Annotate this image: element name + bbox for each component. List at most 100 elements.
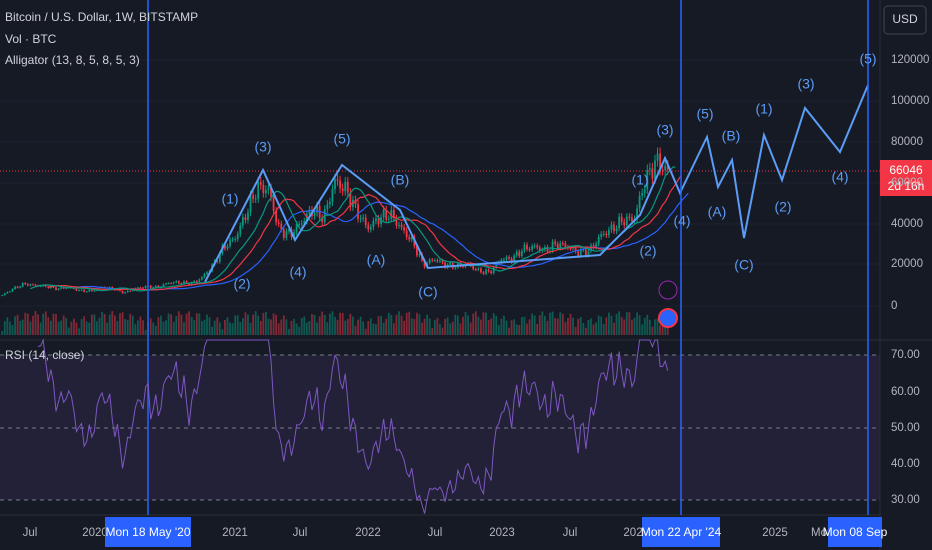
candle — [346, 181, 349, 193]
candle — [170, 283, 173, 285]
volume-bar — [362, 321, 365, 335]
volume-bar — [500, 318, 503, 335]
candle — [416, 246, 418, 256]
volume-bar — [24, 312, 27, 335]
candle — [441, 260, 444, 263]
candle — [610, 224, 613, 230]
volume-bar — [188, 311, 191, 335]
wave-label: (3) — [254, 139, 271, 155]
volume-bar — [625, 312, 628, 335]
volume-bar — [480, 319, 482, 335]
candle — [60, 287, 63, 289]
volume-bar — [252, 314, 254, 335]
volume-bar — [37, 314, 39, 335]
date-badge-label: Mon 08 Sep — [823, 525, 888, 539]
candle — [362, 217, 365, 219]
volume-bar — [354, 325, 357, 335]
volume-bar — [428, 318, 431, 335]
event-icon[interactable] — [658, 280, 678, 300]
candle — [398, 225, 400, 227]
volume-bar — [195, 313, 198, 335]
candle — [536, 245, 539, 248]
volume-bar — [569, 313, 572, 335]
candle — [121, 290, 124, 294]
candle — [367, 225, 370, 230]
candle — [480, 268, 482, 273]
volume-bar — [492, 313, 495, 335]
candle — [339, 180, 342, 189]
candle — [518, 251, 521, 257]
candle — [403, 227, 406, 231]
price-tick-label: 40000 — [891, 218, 923, 230]
wave-label: (4) — [673, 213, 690, 229]
candle — [11, 289, 14, 292]
candle — [661, 170, 664, 172]
volume-bar — [247, 314, 249, 335]
candle — [185, 281, 188, 284]
candle — [431, 259, 434, 261]
volume-bar — [659, 325, 661, 335]
volume-bar — [172, 321, 175, 335]
candle — [564, 243, 567, 248]
candle — [78, 290, 80, 292]
candle — [654, 160, 656, 179]
candle — [513, 255, 516, 263]
volume-bar — [270, 319, 272, 335]
candle — [80, 289, 83, 291]
candle — [574, 247, 577, 252]
volume-bar — [3, 321, 6, 335]
volume-bar — [474, 311, 477, 335]
candle — [510, 258, 513, 263]
volume-bar — [369, 318, 372, 335]
volume-bar — [446, 317, 449, 335]
candle — [9, 291, 11, 293]
volume-bar — [607, 312, 610, 335]
volume-bar — [203, 319, 206, 335]
candle — [418, 254, 421, 256]
volume-bar — [88, 322, 91, 335]
volume-bar — [300, 318, 303, 335]
volume-bar — [129, 314, 132, 335]
volume-bar — [587, 319, 590, 335]
candle — [349, 192, 352, 207]
candle — [395, 218, 398, 226]
volume-bar — [70, 321, 73, 335]
candle — [454, 267, 457, 269]
candle — [249, 195, 252, 213]
candle — [270, 188, 272, 198]
volume-bar — [316, 322, 318, 335]
wave-label: (4) — [831, 169, 848, 185]
indicator-legend: Alligator (13, 8, 5, 8, 5, 3) — [5, 53, 140, 67]
candle — [144, 286, 147, 289]
volume-bar — [198, 313, 201, 335]
volume-bar — [137, 320, 139, 335]
volume-bar — [341, 312, 344, 335]
event-icon[interactable] — [658, 308, 678, 328]
volume-bar — [96, 321, 98, 335]
candle — [546, 247, 549, 252]
wave-label: (2) — [639, 243, 656, 259]
candle — [666, 165, 669, 170]
candle — [252, 195, 254, 199]
candle — [505, 257, 508, 260]
wave-label: (2) — [233, 276, 250, 292]
volume-bar — [175, 316, 178, 335]
volume-bar — [615, 313, 618, 335]
candle — [193, 281, 196, 283]
volume-bar — [556, 318, 559, 335]
volume-bar — [526, 323, 528, 335]
candle — [275, 210, 278, 223]
currency-button[interactable] — [883, 5, 927, 35]
volume-bar — [508, 327, 510, 335]
candle — [154, 285, 157, 288]
volume-bar — [536, 323, 539, 335]
candle — [24, 283, 27, 285]
volume-bar — [605, 317, 608, 335]
candle — [439, 260, 441, 262]
candle — [272, 197, 275, 211]
candle — [21, 283, 24, 287]
candle — [618, 216, 621, 229]
candle — [62, 287, 65, 289]
wave-label: (5) — [696, 106, 713, 122]
candle — [216, 260, 219, 262]
